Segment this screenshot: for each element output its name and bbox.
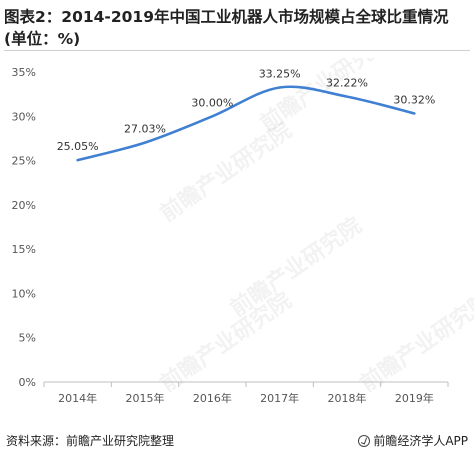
brand-text: 前瞻经济学人APP bbox=[373, 434, 468, 448]
x-tick-label: 2018年 bbox=[328, 391, 367, 405]
x-tick-label: 2019年 bbox=[395, 391, 434, 405]
watermark-text: 前瞻产业研究院 bbox=[155, 287, 296, 397]
y-axis: 0% 5% 10% 15% 20% 25% 30% 35% bbox=[12, 66, 36, 389]
series-layer bbox=[76, 85, 416, 162]
y-tick-label: 15% bbox=[12, 243, 36, 256]
chart-title: 图表2：2014-2019年中国工业机器人市场规模占全球比重情况(单位：%) bbox=[4, 8, 449, 48]
data-label: 33.25% bbox=[259, 68, 301, 81]
source-note: 资料来源：前瞻产业研究院整理 bbox=[6, 434, 175, 448]
x-tick-label: 2016年 bbox=[193, 391, 232, 405]
y-tick-label: 0% bbox=[19, 376, 36, 389]
watermark-text: 前瞻产业研究院 bbox=[155, 117, 296, 227]
data-label: 30.00% bbox=[191, 96, 233, 109]
watermark-text: 前瞻产业研究院 bbox=[355, 287, 474, 397]
x-tick-label: 2017年 bbox=[260, 391, 299, 405]
watermark-text: 前瞻产业研究院 bbox=[225, 212, 366, 322]
y-tick-label: 25% bbox=[12, 155, 36, 168]
series-line bbox=[76, 85, 416, 162]
y-tick-label: 35% bbox=[12, 66, 36, 79]
y-tick-label: 30% bbox=[12, 110, 36, 123]
data-label: 25.05% bbox=[57, 140, 99, 153]
y-tick-label: 10% bbox=[12, 287, 36, 300]
data-label: 30.32% bbox=[393, 93, 435, 106]
x-tick-label: 2015年 bbox=[126, 391, 165, 405]
x-axis: 2014年 2015年 2016年 2017年 2018年 2019年 bbox=[43, 381, 449, 405]
y-tick-label: 20% bbox=[12, 199, 36, 212]
data-label: 32.22% bbox=[326, 77, 368, 90]
y-tick-label: 5% bbox=[19, 332, 36, 345]
brand-logo-icon bbox=[358, 434, 371, 447]
title-divider bbox=[4, 50, 470, 51]
data-labels: 25.05% 27.03% 30.00% 33.25% 32.22% 30.32% bbox=[57, 68, 436, 154]
brand-credit: 前瞻经济学人APP bbox=[358, 432, 468, 449]
x-tick-label: 2014年 bbox=[58, 391, 97, 405]
data-label: 27.03% bbox=[124, 123, 166, 136]
